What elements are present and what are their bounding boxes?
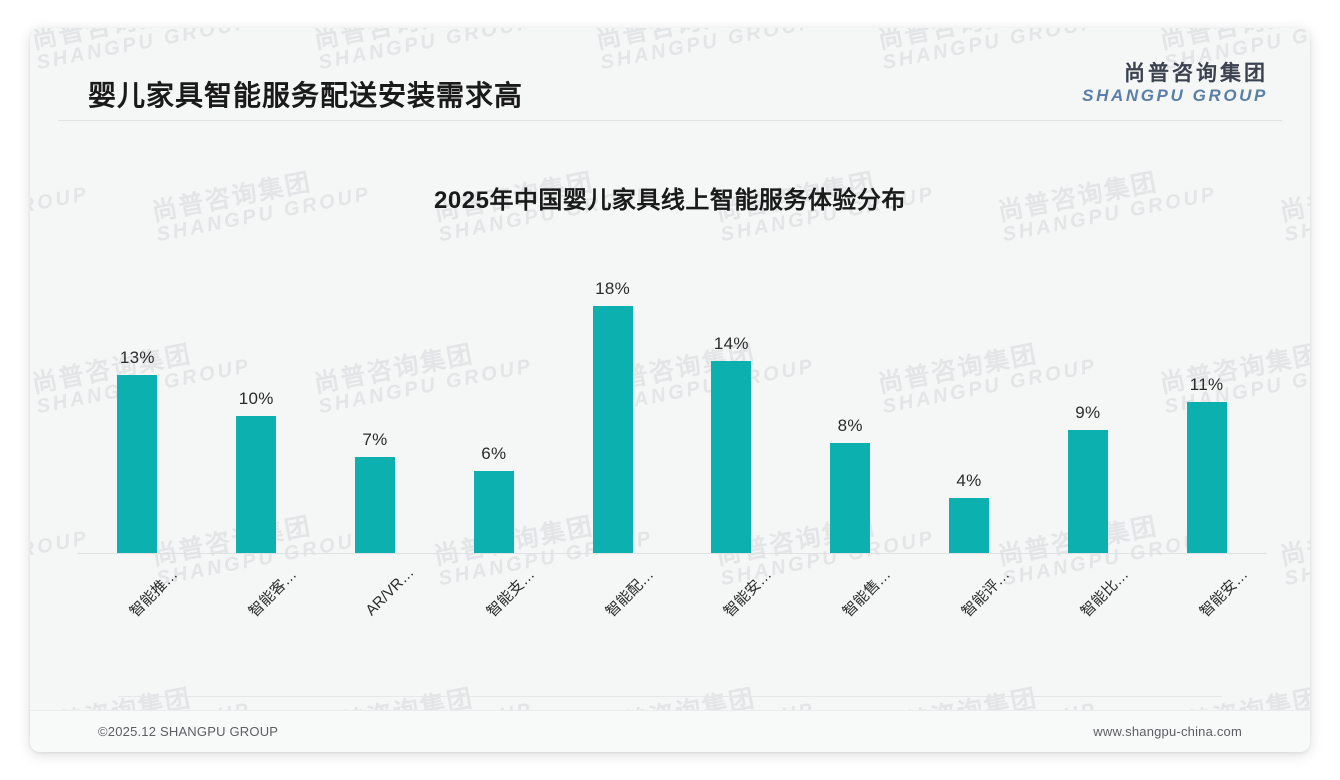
x-label-slot: 智能配… <box>553 556 672 666</box>
bar-value-label: 18% <box>595 279 631 299</box>
bar-group[interactable]: 11% <box>1147 243 1266 553</box>
bar-group[interactable]: 10% <box>197 243 316 553</box>
x-axis-tick-label: 智能客… <box>245 566 301 621</box>
x-label-slot: 智能售… <box>791 556 910 666</box>
x-axis-tick-label: AR/VR… <box>362 564 418 620</box>
bar-value-label: 8% <box>837 416 863 436</box>
chart-title: 2025年中国婴儿家具线上智能服务体验分布 <box>434 187 906 214</box>
bar-value-label: 14% <box>713 334 749 354</box>
x-axis-tick-label: 智能评… <box>958 566 1014 621</box>
x-label-slot: AR/VR… <box>316 556 435 666</box>
x-label-slot: 智能客… <box>197 556 316 666</box>
bar-value-label: 6% <box>481 443 507 463</box>
header-divider <box>58 120 1282 121</box>
logo-chinese-text: 尚普咨询集团 <box>1124 62 1268 85</box>
x-axis-tick-label: 智能售… <box>839 566 895 621</box>
x-label-slot: 智能比… <box>1028 556 1147 666</box>
x-label-slot: 智能评… <box>910 556 1029 666</box>
bar[interactable] <box>592 306 633 553</box>
footer-copyright: ©2025.12 SHANGPU GROUP <box>98 724 279 739</box>
brand-logo: 尚普咨询集团 SHANGPU GROUP <box>1082 62 1268 106</box>
slide-footer: ©2025.12 SHANGPU GROUP www.shangpu-china… <box>30 710 1310 752</box>
bar-group[interactable]: 7% <box>316 243 435 553</box>
bar-group[interactable]: 18% <box>553 243 672 553</box>
page-title: 婴儿家具智能服务配送安装需求高 <box>88 80 524 111</box>
bar[interactable] <box>830 443 871 553</box>
bar-value-label: 10% <box>238 389 274 408</box>
bar[interactable] <box>948 498 989 553</box>
x-axis-labels: 智能推… 智能客… AR/VR… 智能支… 智能配… 智能安… 智能售… 智能评… 智能比… 智能… <box>78 556 1266 666</box>
x-axis-tick-label: 智能安… <box>1196 566 1251 621</box>
bar-value-label: 7% <box>362 430 388 450</box>
x-axis-line <box>78 553 1266 554</box>
x-label-slot: 智能支… <box>434 556 553 666</box>
bar-group[interactable]: 13% <box>78 243 197 553</box>
x-axis-tick-label: 智能推… <box>127 566 182 621</box>
bar[interactable] <box>1067 429 1108 553</box>
bar-value-label: 9% <box>1075 402 1101 422</box>
footer-website: www.shangpu-china.com <box>1093 724 1242 739</box>
x-axis-tick-label: 智能安… <box>721 566 776 621</box>
bar[interactable] <box>711 361 752 553</box>
logo-english-text: SHANGPU GROUP <box>1082 86 1268 106</box>
bar-group[interactable]: 8% <box>791 243 910 553</box>
x-label-slot: 智能安… <box>1147 556 1266 666</box>
bar[interactable] <box>236 416 277 553</box>
bar-group[interactable]: 4% <box>910 243 1029 553</box>
x-axis-tick-label: 智能配… <box>602 566 657 621</box>
note-divider <box>118 696 1222 697</box>
bar-value-label: 13% <box>119 347 155 367</box>
bar-value-label: 4% <box>956 471 982 491</box>
x-axis-tick-label: 智能支… <box>483 566 538 621</box>
bar[interactable] <box>1186 402 1227 553</box>
bar[interactable] <box>473 470 514 553</box>
bar-group[interactable]: 9% <box>1028 243 1147 553</box>
bar-group[interactable]: 14% <box>672 243 791 553</box>
x-label-slot: 智能推… <box>78 556 197 666</box>
bar[interactable] <box>117 374 158 553</box>
slide-header: 婴儿家具智能服务配送安装需求高 尚普咨询集团 SHANGPU GROUP <box>30 28 1310 120</box>
bar-chart-plot: 13% 10% 7% 6% 18% 14% 8% 4% 9% 11% <box>78 243 1266 553</box>
x-axis-tick-label: 智能比… <box>1077 566 1132 621</box>
bar-group[interactable]: 6% <box>434 243 553 553</box>
bar-value-label: 11% <box>1189 375 1224 395</box>
x-label-slot: 智能安… <box>672 556 791 666</box>
bar[interactable] <box>354 457 395 553</box>
